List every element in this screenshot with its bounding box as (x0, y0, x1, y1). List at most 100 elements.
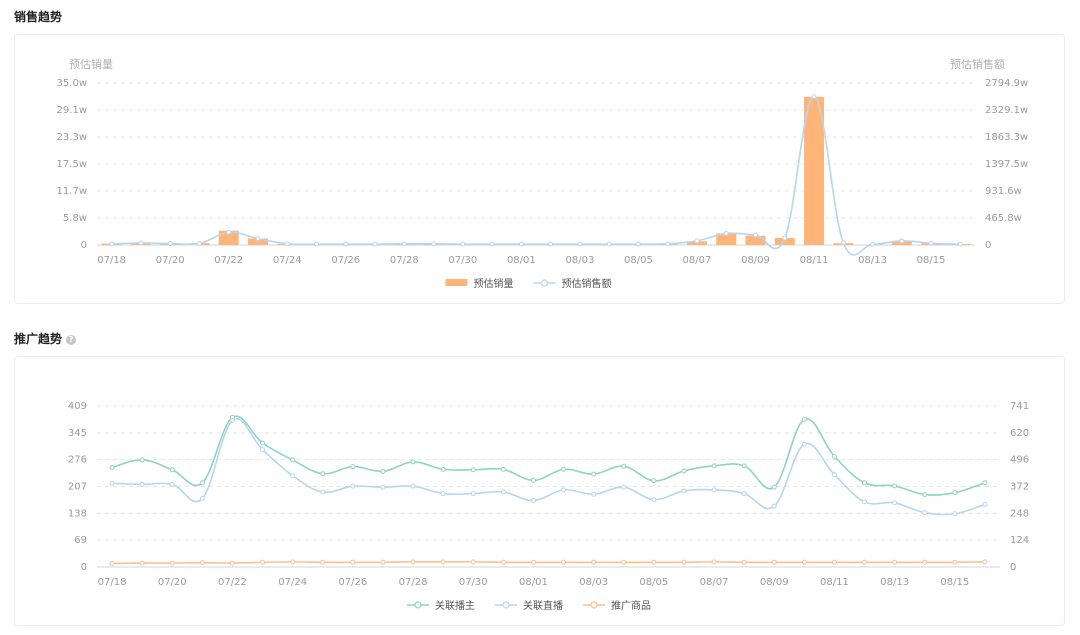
data-point (862, 559, 868, 565)
legend-marker (502, 601, 510, 609)
data-point (500, 466, 506, 472)
data-point (723, 230, 729, 236)
data-point (561, 466, 567, 472)
promo-trend-title-text: 推广趋势 (14, 332, 63, 346)
data-point (922, 510, 928, 516)
data-point (410, 483, 416, 489)
data-point (741, 491, 747, 497)
data-point (431, 241, 437, 247)
data-point (651, 478, 657, 484)
data-point (290, 473, 296, 479)
question-circle-icon[interactable]: ? (66, 334, 77, 345)
data-point (470, 559, 476, 565)
data-point (771, 559, 777, 565)
x-tick-label: 07/24 (273, 255, 302, 266)
data-point (711, 487, 717, 493)
data-point (401, 241, 407, 247)
bar (247, 238, 268, 245)
x-tick-label: 08/09 (760, 577, 789, 588)
x-tick-label: 07/22 (214, 255, 243, 266)
data-point (635, 241, 641, 247)
data-point (260, 440, 266, 446)
data-point (651, 559, 657, 565)
y-tick-right: 0 (1010, 562, 1016, 573)
data-point (139, 560, 145, 566)
data-point (621, 463, 627, 469)
data-point (801, 559, 807, 565)
y-tick-right: 465.8w (985, 213, 1022, 224)
data-point (840, 240, 846, 246)
data-point (410, 459, 416, 465)
x-tick-label: 08/15 (940, 577, 969, 588)
data-point (109, 241, 115, 247)
data-point (922, 559, 928, 565)
data-point (982, 480, 988, 486)
data-point (681, 488, 687, 494)
data-point (741, 559, 747, 565)
data-point (290, 559, 296, 565)
x-tick-label: 07/20 (158, 577, 187, 588)
data-point (952, 559, 958, 565)
data-point (260, 559, 266, 565)
data-point (139, 481, 145, 487)
data-point (255, 236, 261, 242)
sales-trend-title-text: 销售趋势 (14, 10, 63, 24)
data-point (109, 464, 115, 470)
legend-item[interactable]: 关联直播 (495, 599, 563, 612)
data-point (957, 241, 963, 247)
data-point (811, 94, 817, 100)
data-point (470, 467, 476, 473)
y-tick-right: 1863.3w (985, 132, 1028, 143)
y-tick-left: 138 (68, 508, 87, 519)
legend-label: 关联直播 (523, 599, 563, 612)
data-point (380, 468, 386, 474)
data-point (548, 241, 554, 247)
bar (774, 238, 795, 245)
y-tick-right: 2794.9w (985, 78, 1028, 89)
x-tick-label: 07/26 (331, 255, 360, 266)
data-point (665, 241, 671, 247)
bar (218, 230, 239, 245)
data-point (109, 480, 115, 486)
data-point (831, 453, 837, 459)
data-point (167, 241, 173, 247)
data-point (591, 559, 597, 565)
data-point (591, 491, 597, 497)
x-tick-label: 08/05 (624, 255, 653, 266)
y-tick-left: 207 (68, 482, 87, 493)
x-tick-label: 07/26 (338, 577, 367, 588)
data-point (922, 492, 928, 498)
x-tick-label: 07/18 (98, 577, 127, 588)
y-tick-right: 931.6w (985, 186, 1022, 197)
data-point (518, 241, 524, 247)
x-tick-label: 07/22 (218, 577, 247, 588)
x-tick-label: 08/01 (519, 577, 548, 588)
data-point (229, 560, 235, 566)
legend-item[interactable]: 推广商品 (583, 599, 651, 612)
legend-item[interactable]: 预估销售额 (533, 277, 612, 290)
data-point (199, 480, 205, 486)
promo-trend-chart: 0 0 69 124 138 248 207 372 276 496 345 620 409 741 07/… (68, 401, 1029, 612)
y-tick-left: 345 (68, 428, 87, 439)
data-point (440, 491, 446, 497)
data-point (982, 501, 988, 507)
data-point (952, 511, 958, 517)
line-sales-amount (111, 95, 961, 256)
data-point (681, 468, 687, 474)
data-point (591, 471, 597, 477)
data-point (440, 466, 446, 472)
x-tick-label: 08/11 (820, 577, 849, 588)
data-point (831, 472, 837, 478)
data-point (801, 441, 807, 447)
y-tick-left: 17.5w (57, 159, 87, 170)
data-point (284, 241, 290, 247)
x-tick-label: 08/03 (579, 577, 608, 588)
data-point (320, 471, 326, 477)
y-tick-left: 69 (74, 535, 87, 546)
data-point (199, 560, 205, 566)
x-tick-label: 08/11 (800, 255, 829, 266)
legend-item[interactable]: 预估销量 (445, 277, 514, 290)
legend-marker (540, 279, 549, 287)
x-tick-label: 08/07 (683, 255, 712, 266)
legend-item[interactable]: 关联播主 (407, 599, 475, 612)
